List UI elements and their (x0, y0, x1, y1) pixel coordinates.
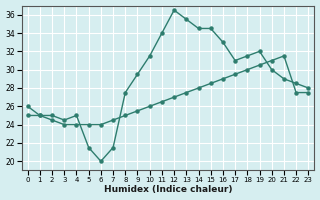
X-axis label: Humidex (Indice chaleur): Humidex (Indice chaleur) (104, 185, 232, 194)
